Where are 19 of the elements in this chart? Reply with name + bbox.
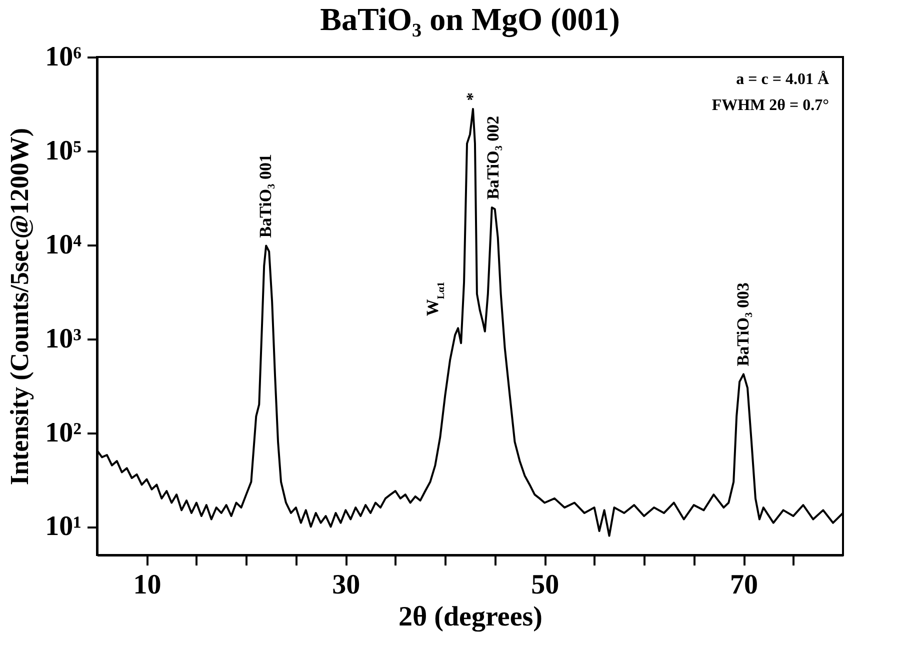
- annotation: *: [462, 92, 482, 101]
- annotation: BaTiO₃ 003: [734, 282, 753, 366]
- x-tick-label: 70: [730, 570, 758, 600]
- annotation: BaTiO₃ 002: [483, 116, 502, 200]
- y-axis-title: Intensity (Counts/5sec@1200W): [5, 128, 34, 486]
- y-tick-label: 10¹: [45, 511, 82, 542]
- y-tick-label: 10⁴: [45, 229, 82, 260]
- y-tick-label: 10³: [45, 323, 82, 354]
- annotation: a = c = 4.01 Å: [736, 70, 830, 88]
- x-tick-label: 50: [531, 570, 560, 600]
- x-tick-label: 10: [133, 570, 162, 600]
- y-tick-label: 10²: [45, 417, 82, 448]
- x-axis-title: 2θ (degrees): [398, 602, 542, 632]
- y-tick-label: 10⁵: [45, 135, 82, 166]
- y-tick-label: 10⁶: [45, 42, 82, 72]
- x-tick-label: 30: [332, 570, 360, 600]
- annotation: FWHM 2θ = 0.7°: [712, 97, 829, 114]
- annotation: BaTiO₃ 001: [256, 154, 276, 238]
- chart-title: BaTiO₃ on MgO (001): [320, 1, 620, 38]
